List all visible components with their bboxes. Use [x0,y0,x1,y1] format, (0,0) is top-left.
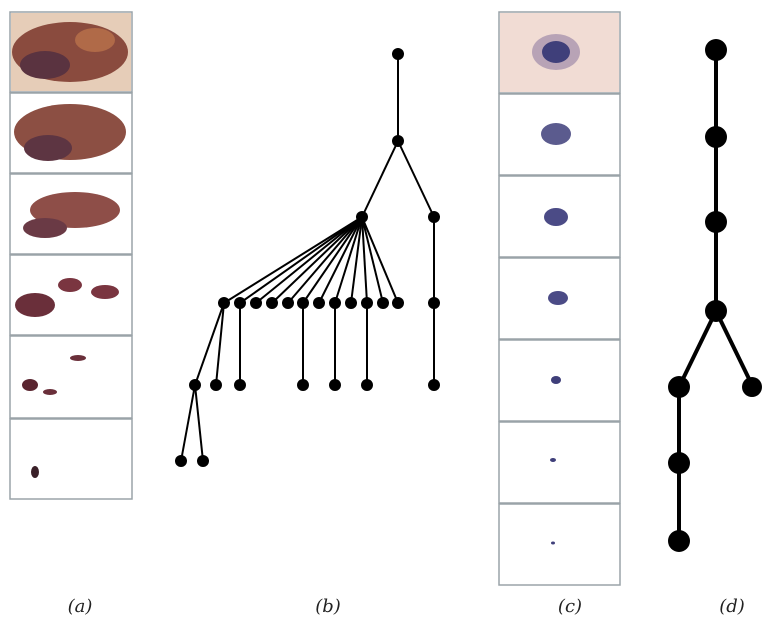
lesion [544,208,568,226]
tree-node [392,135,404,147]
lesion [541,123,571,145]
tree-node [392,297,404,309]
tree-node [377,297,389,309]
lesion [24,135,72,161]
lesion [75,28,115,52]
tree-node [218,297,230,309]
tree-node [189,379,201,391]
lesion [31,466,39,478]
caption: (d) [719,596,745,617]
tree-node [329,379,341,391]
tree-node [361,379,373,391]
tree-node [297,297,309,309]
lesion [550,458,556,462]
tree-node [345,297,357,309]
lesion [551,376,561,384]
figure: (a) (b) (c) (d) [0,0,762,623]
tree-edge [240,217,362,303]
lesion [43,389,57,395]
tree-node [234,297,246,309]
caption: (c) [558,596,582,617]
lesion [58,278,82,292]
tree-node [297,379,309,391]
panel-a-images [10,12,132,499]
lesion [551,542,555,545]
tree-node [234,379,246,391]
panel-b-tree [175,48,440,467]
panel-c-images [499,12,620,585]
lesion [15,293,55,317]
lesion [20,51,70,79]
lesion [548,291,568,305]
lesion [22,379,38,391]
tree-node [361,297,373,309]
image-frame [10,419,132,499]
lesion [70,355,86,361]
tree-node [392,48,404,60]
tree-node [175,455,187,467]
tree-node [428,297,440,309]
tree-node [356,211,368,223]
tree-node [428,211,440,223]
tree-node [428,379,440,391]
lesion [91,285,119,299]
tree-edge [256,217,362,303]
tree-node [197,455,209,467]
lesion [542,41,570,63]
caption: (a) [68,596,93,617]
tree-node [250,297,262,309]
lesion [23,218,67,238]
tree-node [313,297,325,309]
image-frame [499,504,620,585]
panel-d-tree [668,39,762,552]
tree-node [210,379,222,391]
caption: (b) [315,596,341,617]
tree-node [329,297,341,309]
tree-node [282,297,294,309]
image-frame [10,336,132,418]
image-frame [499,422,620,503]
tree-node [266,297,278,309]
